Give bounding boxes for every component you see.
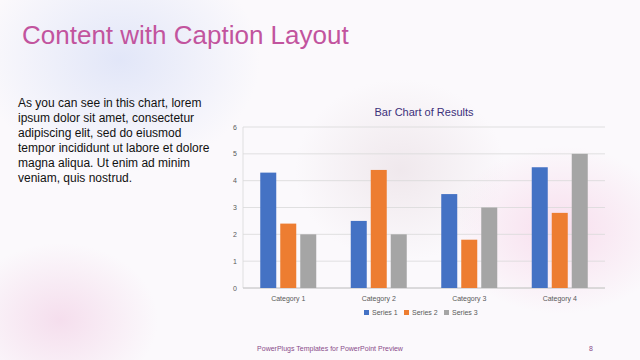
grid-line [243, 288, 605, 289]
grid-line [243, 153, 605, 154]
legend-label: Series 2 [412, 309, 438, 316]
x-axis-line [243, 288, 605, 289]
chart-title: Bar Chart of Results [374, 106, 474, 118]
caption: As you can see in this chart, lorem ipsu… [18, 96, 218, 186]
grid-line [243, 127, 605, 128]
grid-line [243, 180, 605, 181]
y-tick-label: 3 [233, 204, 237, 211]
bar [280, 224, 296, 288]
slide-title: Content with Caption Layout [22, 20, 349, 50]
grid-line [243, 234, 605, 235]
bar [260, 173, 276, 288]
x-tick-label: Category 3 [452, 295, 486, 303]
bar [371, 170, 387, 288]
bar [481, 208, 497, 289]
bar [461, 240, 477, 288]
y-tick-label: 1 [233, 258, 237, 265]
y-tick-label: 4 [233, 177, 237, 184]
y-tick-label: 5 [233, 150, 237, 157]
bar [572, 154, 588, 288]
grid-line [243, 207, 605, 208]
legend-label: Series 1 [372, 309, 398, 316]
grid-line [243, 261, 605, 262]
legend-swatch [404, 310, 409, 315]
bar [300, 234, 316, 288]
bar [552, 213, 568, 288]
bars [260, 154, 588, 288]
x-tick-label: Category 4 [543, 295, 577, 303]
y-tick-label: 6 [233, 124, 237, 131]
y-tick-label: 0 [233, 285, 237, 292]
y-axis-line [243, 127, 244, 288]
x-tick-label: Category 2 [362, 295, 396, 303]
legend-label: Series 3 [452, 309, 478, 316]
bar [532, 167, 548, 288]
legend-swatch [364, 310, 369, 315]
footer: PowerPlugs Templates for PowerPoint Prev… [257, 345, 404, 353]
legend-swatch [444, 310, 449, 315]
bar [441, 194, 457, 288]
bar [391, 234, 407, 288]
bar [351, 221, 367, 288]
y-tick-label: 2 [233, 231, 237, 238]
page-number: 8 [589, 345, 593, 352]
x-tick-label: Category 1 [271, 295, 305, 303]
